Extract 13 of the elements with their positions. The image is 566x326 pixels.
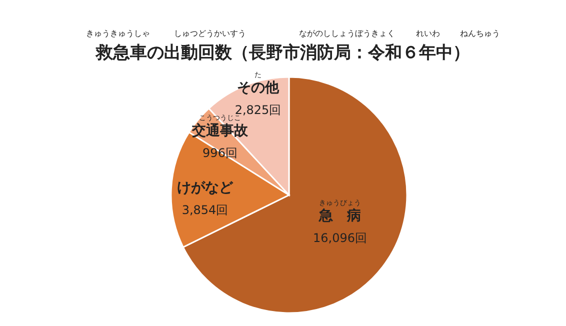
chart-title: 救急車の出動回数（長野市消防局：令和６年中） xyxy=(95,43,470,63)
slice-label: 急 病 xyxy=(318,207,361,224)
slice-label: けがなど xyxy=(177,180,234,196)
text: きゅうきゅうしゃ xyxy=(86,29,150,38)
data-label: 16,096回 xyxy=(313,231,367,245)
text: しゅつどうかいすう xyxy=(174,29,246,38)
slice-label: その他 xyxy=(237,80,280,96)
text: ながのししょうぼうきょく xyxy=(299,29,395,38)
data-label: 2,825回 xyxy=(234,103,282,117)
text: ねんちゅう xyxy=(460,29,500,38)
data-label: 3,854回 xyxy=(182,203,228,217)
text: れいわ xyxy=(416,29,440,38)
data-label: 996回 xyxy=(202,146,238,160)
